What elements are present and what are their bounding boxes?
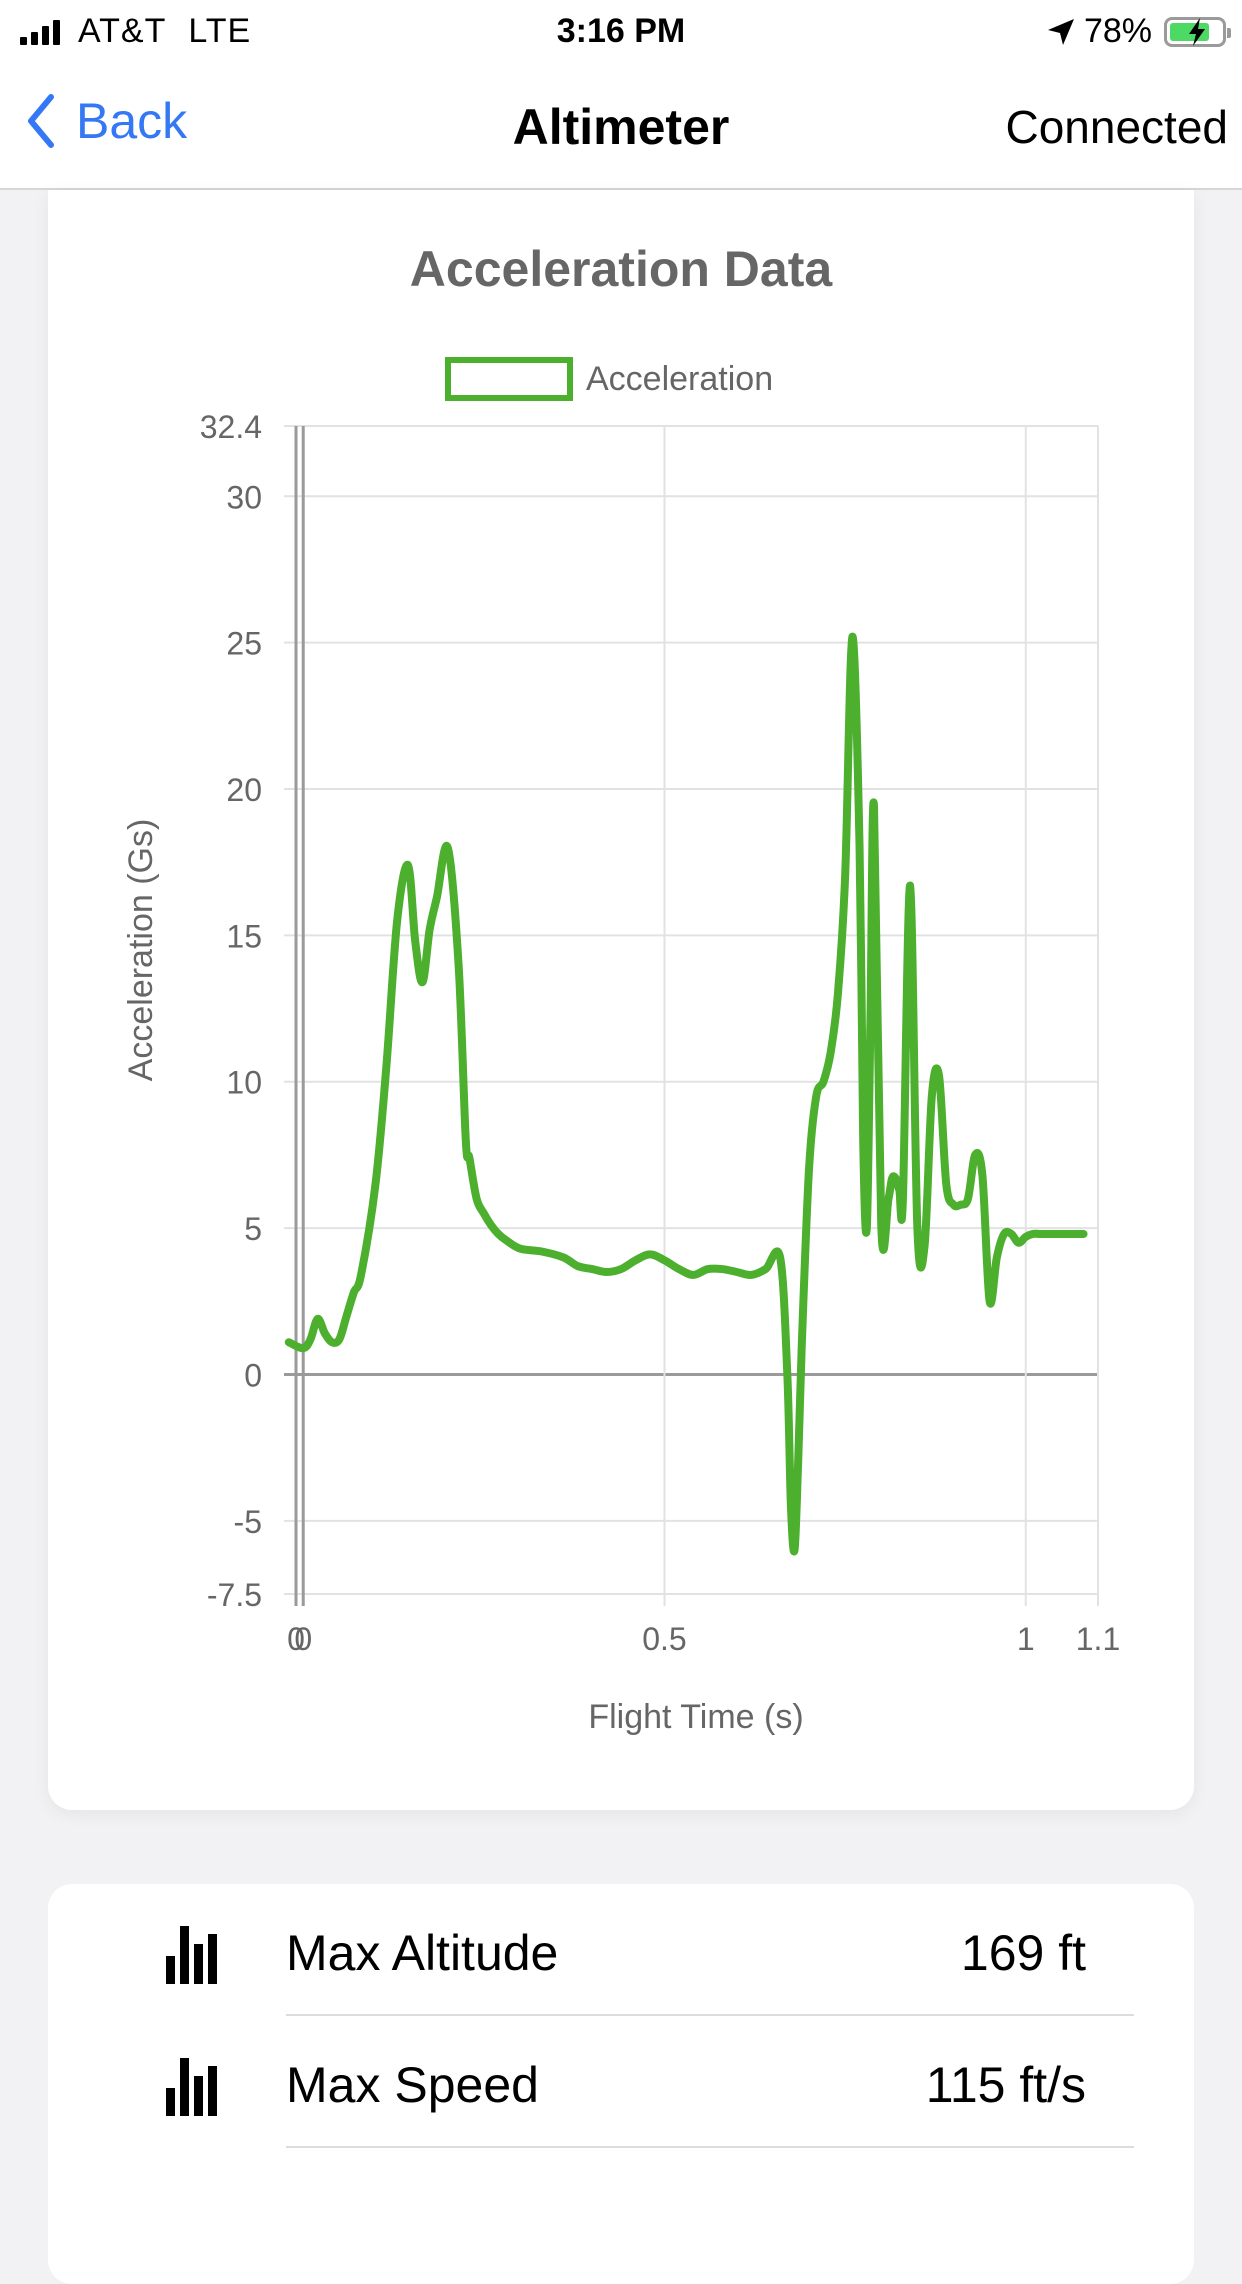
acceleration-chart: Acceleration DataAcceleration-7.5-505101… — [122, 241, 1120, 1736]
stat-label: Max Altitude — [286, 1925, 559, 1981]
y-tick-label: 15 — [226, 918, 262, 954]
battery-icon — [1164, 16, 1231, 47]
x-tick-label: 0 — [294, 1621, 312, 1657]
signal-icon — [20, 19, 60, 45]
charging-bolt-icon — [1189, 17, 1205, 46]
back-button[interactable]: Back — [26, 92, 187, 150]
y-tick-label: 5 — [244, 1211, 262, 1247]
divider — [286, 2014, 1134, 2016]
status-left: AT&T LTE — [20, 12, 251, 51]
y-tick-label: 25 — [226, 626, 262, 662]
stat-value: 115 ft/s — [925, 2057, 1086, 2113]
status-bar: AT&T LTE 3:16 PM 78% — [0, 0, 1242, 62]
x-tick-label: 1 — [1017, 1621, 1035, 1657]
network-label: LTE — [188, 12, 252, 50]
chevron-left-icon — [28, 94, 54, 148]
y-tick-label: 30 — [226, 479, 262, 515]
x-tick-label: 0 — [287, 1621, 305, 1657]
carrier-label: AT&T — [78, 12, 167, 50]
x-axis-label: Flight Time (s) — [588, 1698, 803, 1736]
y-axis-label: Acceleration (Gs) — [122, 819, 160, 1082]
status-time: 3:16 PM — [556, 12, 686, 50]
battery-percent: 78% — [1083, 12, 1152, 50]
legend-swatch — [445, 357, 573, 401]
navigation-bar: Back Altimeter Connected — [0, 62, 1242, 190]
x-tick-label: 1.1 — [1076, 1621, 1120, 1657]
location-arrow-icon — [1047, 18, 1074, 45]
stat-label: Max Speed — [286, 2057, 539, 2113]
bar-chart-icon — [166, 2058, 224, 2116]
connection-status: Connected — [1005, 101, 1229, 153]
bar-chart-icon — [166, 1926, 224, 1984]
y-tick-label: 10 — [226, 1065, 262, 1101]
y-tick-label: -7.5 — [207, 1577, 262, 1613]
y-tick-label: 20 — [226, 772, 262, 808]
chart-card: Acceleration Data Acceleration -7.5 -5 0 5 10 1… — [48, 190, 1194, 1810]
y-tick-label: -5 — [234, 1504, 262, 1540]
legend-label: Acceleration — [586, 360, 773, 398]
stats-card: Max Altitude 169 ft Max Speed 115 ft/s — [48, 1884, 1194, 2284]
back-label: Back — [76, 93, 188, 149]
stat-row-max-speed: Max Speed 115 ft/s — [48, 2016, 1194, 2148]
stat-value: 169 ft — [960, 1925, 1086, 1981]
divider — [286, 2146, 1134, 2148]
chart-title: Acceleration Data — [410, 241, 834, 297]
y-tick-label: 32.4 — [200, 409, 262, 445]
stat-row-max-altitude: Max Altitude 169 ft — [48, 1884, 1194, 2016]
series-line-acceleration — [284, 632, 1088, 1556]
y-tick-label: 0 — [244, 1357, 262, 1393]
x-tick-label: 0.5 — [642, 1621, 686, 1657]
page-title: Altimeter — [512, 99, 730, 155]
status-right: 78% — [1046, 12, 1231, 51]
